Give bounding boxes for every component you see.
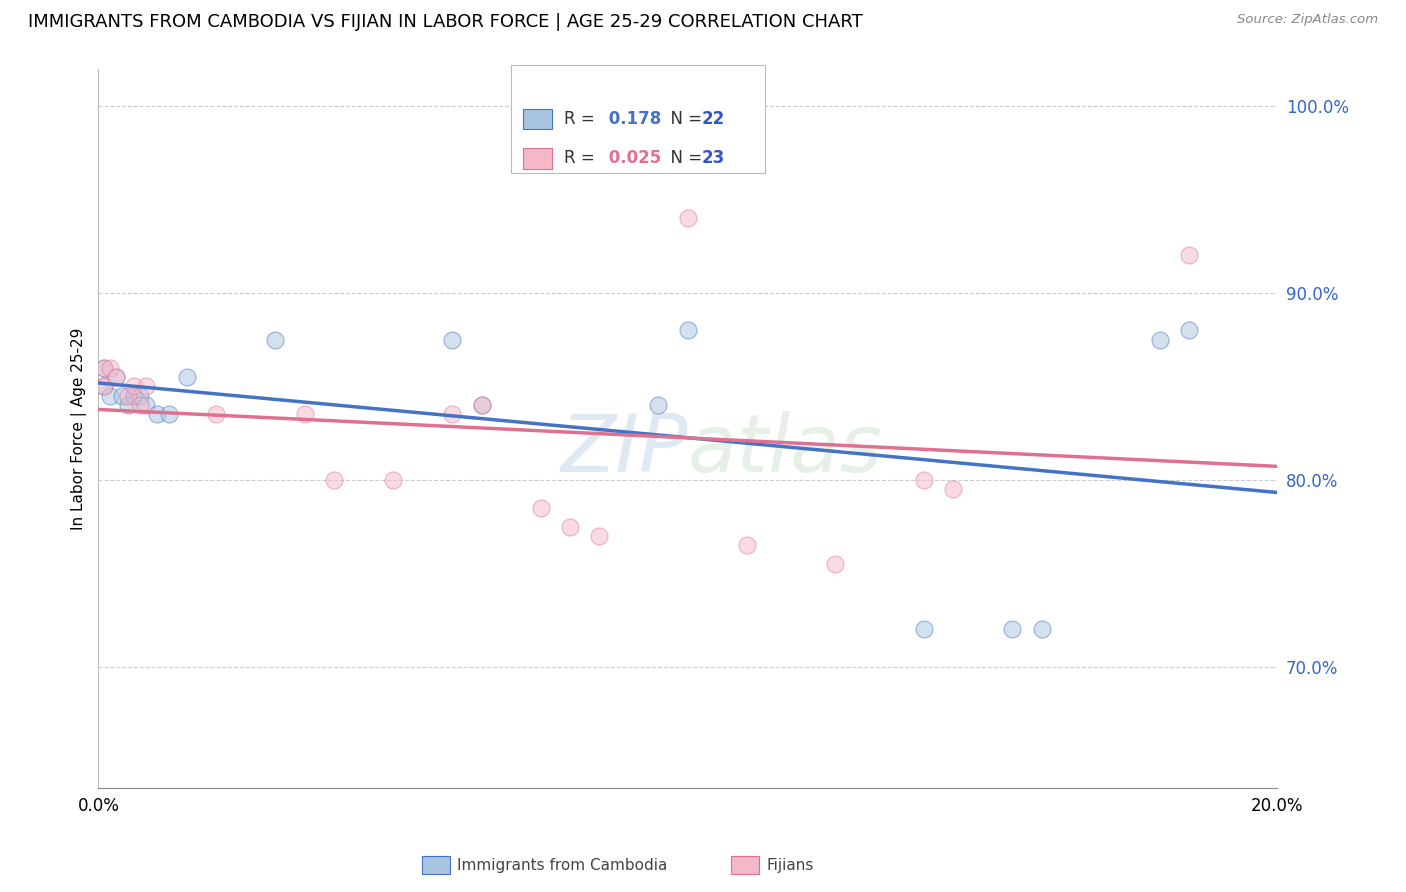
Point (912, 623, 935, 637)
Point (676, 211, 699, 225)
Point (1001, 623, 1024, 637)
Point (1178, 248, 1201, 262)
Point (122, 379, 145, 393)
Point (157, 408, 180, 422)
Text: Immigrants from Cambodia: Immigrants from Cambodia (457, 858, 668, 872)
Point (98, 360, 121, 375)
Text: IMMIGRANTS FROM CAMBODIA VS FIJIAN IN LABOR FORCE | AGE 25-29 CORRELATION CHART: IMMIGRANTS FROM CAMBODIA VS FIJIAN IN LA… (28, 13, 863, 31)
Point (1149, 333, 1171, 347)
Point (105, 370, 128, 384)
Point (134, 398, 156, 412)
Point (824, 557, 846, 571)
Point (471, 398, 494, 412)
Point (128, 389, 150, 403)
Point (558, 519, 581, 533)
Point (105, 370, 128, 384)
Point (441, 408, 464, 422)
Point (441, 333, 464, 347)
Point (588, 529, 610, 543)
Point (382, 473, 405, 487)
Text: R =: R = (564, 150, 600, 168)
Text: Source: ZipAtlas.com: Source: ZipAtlas.com (1237, 13, 1378, 27)
Point (134, 379, 156, 393)
Point (146, 408, 169, 422)
Point (264, 333, 287, 347)
Point (912, 473, 935, 487)
Point (117, 398, 139, 412)
Point (122, 389, 145, 403)
Point (93, 360, 115, 375)
Point (111, 389, 134, 403)
Point (128, 398, 150, 412)
Point (1178, 323, 1201, 337)
Text: 0.025: 0.025 (603, 150, 662, 168)
Text: R =: R = (564, 110, 600, 128)
Point (942, 482, 965, 496)
Text: atlas: atlas (688, 411, 883, 489)
Text: 22: 22 (702, 110, 725, 128)
Point (117, 389, 139, 403)
Point (93, 379, 115, 393)
Text: N =: N = (659, 110, 707, 128)
Point (676, 323, 699, 337)
Text: ZIP: ZIP (561, 411, 688, 489)
Text: Fijians: Fijians (766, 858, 814, 872)
Point (647, 398, 669, 412)
Point (735, 538, 758, 552)
Point (176, 370, 198, 384)
Text: N =: N = (659, 150, 707, 168)
Text: 23: 23 (702, 150, 725, 168)
Y-axis label: In Labor Force | Age 25-29: In Labor Force | Age 25-29 (72, 327, 87, 530)
Point (1031, 623, 1053, 637)
Point (471, 398, 494, 412)
Point (98, 389, 121, 403)
Point (93, 379, 115, 393)
Point (323, 473, 346, 487)
Point (294, 408, 316, 422)
Point (529, 500, 551, 515)
Text: 0.178: 0.178 (603, 110, 662, 128)
Point (205, 408, 228, 422)
Point (93, 360, 115, 375)
